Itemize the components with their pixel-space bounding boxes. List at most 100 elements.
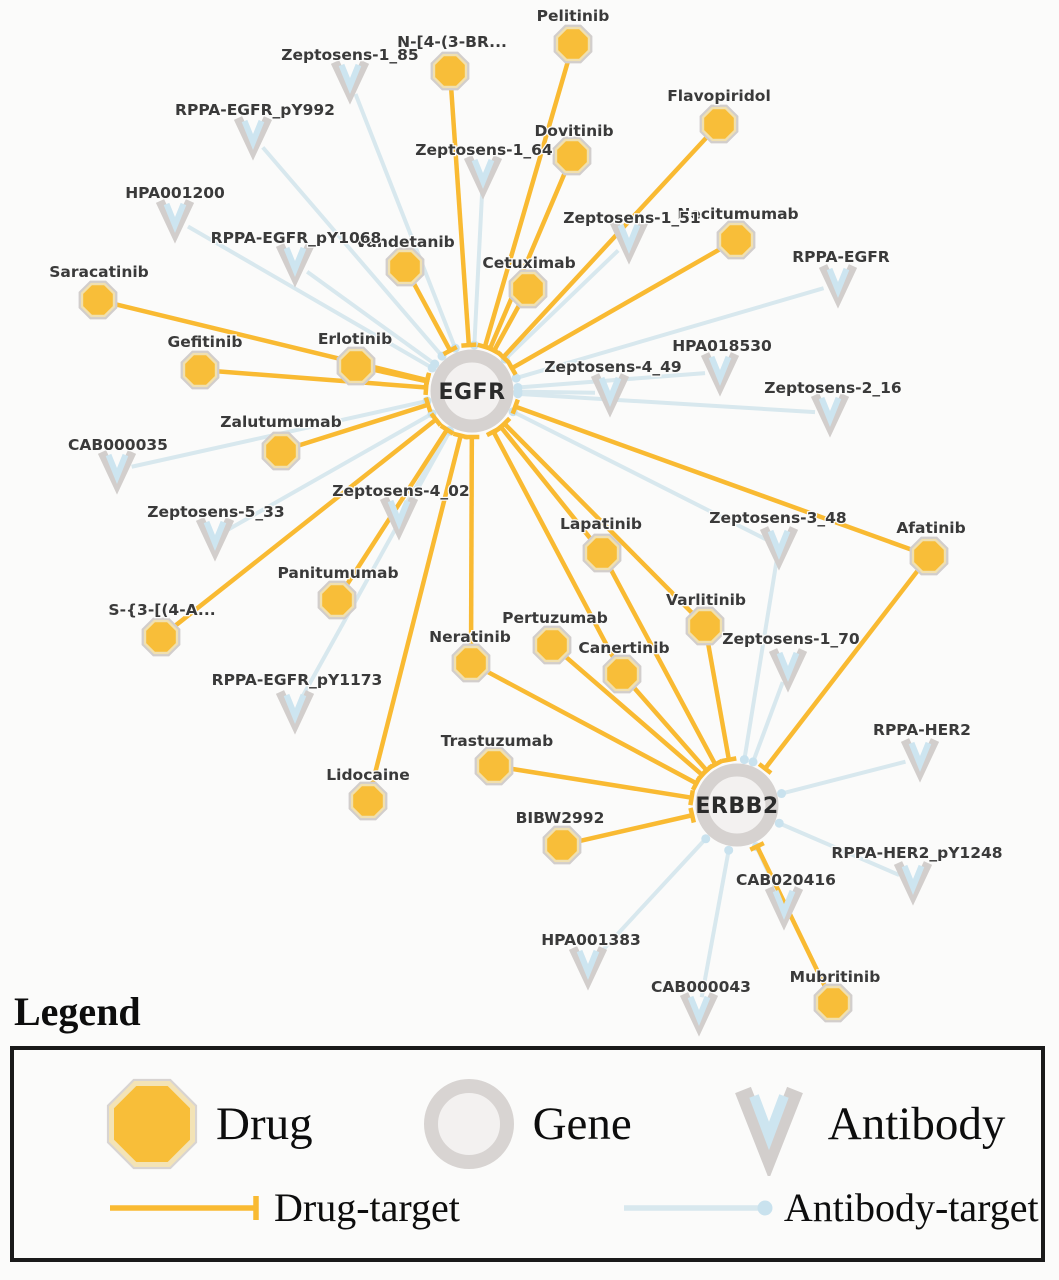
- drug-target-edge-pertuzumab-erbb2[interactable]: [561, 653, 704, 777]
- drug-target-edge-lidocaine-egfr[interactable]: [369, 435, 463, 788]
- drug-node-mubritinib[interactable]: [813, 983, 853, 1023]
- drug-target-edge-canertinib-erbb2[interactable]: [630, 683, 709, 772]
- drug-target-edge-mubritinib-erbb2[interactable]: [755, 845, 829, 991]
- gene-ring: [430, 349, 514, 433]
- drug-target-edge-n-4-3-br-egfr[interactable]: [448, 85, 472, 346]
- antibody-node-rppa-her2[interactable]: [900, 738, 940, 783]
- antibody-node-zeptosens-1-85[interactable]: [330, 60, 370, 105]
- antibody-target-edge-zeptosens-1-85-egfr[interactable]: [353, 93, 458, 349]
- antibody-node-rppa-egfr[interactable]: [818, 264, 858, 309]
- drug-target-edge-varlitinib-erbb2[interactable]: [705, 640, 732, 761]
- antibody-target-edge-hpa018530-egfr[interactable]: [517, 371, 706, 390]
- drug-node-cetuximab[interactable]: [508, 269, 548, 309]
- drug-node-gefitinib[interactable]: [180, 350, 220, 390]
- drug-target-edge-s-3-4-a-egfr[interactable]: [171, 417, 438, 630]
- antibody-node-cab000043[interactable]: [679, 992, 719, 1037]
- drug-target-edge-neratinib-egfr[interactable]: [468, 436, 475, 649]
- antibody-target-edge-zeptosens-4-49-egfr[interactable]: [517, 389, 596, 395]
- drug-node-necitumumab[interactable]: [716, 220, 756, 260]
- drug-node-saracatinib[interactable]: [78, 280, 118, 320]
- antibody-node-zeptosens-1-70[interactable]: [768, 648, 808, 693]
- antibody-node-zeptosens-5-33[interactable]: [195, 517, 235, 562]
- antibody-edge-dot: [513, 389, 523, 399]
- node-label-rppa-her2-py1248: RPPA-HER2_pY1248: [831, 844, 1002, 862]
- antibody-target-edge-zeptosens-1-70-erbb2[interactable]: [751, 681, 785, 763]
- antibody-node-zeptosens-1-64[interactable]: [463, 155, 503, 200]
- antibody-node-zeptosens-4-02[interactable]: [379, 496, 419, 541]
- antibody-target-edge-zeptosens-3-48-egfr[interactable]: [512, 409, 767, 542]
- antibody-node-zeptosens-1-51[interactable]: [609, 220, 649, 265]
- drug-node-flavopiridol[interactable]: [699, 104, 739, 144]
- antibody-node-zeptosens-4-49[interactable]: [590, 373, 630, 418]
- drug-edge-tee: [506, 360, 518, 376]
- antibody-node-hpa001200[interactable]: [155, 199, 195, 244]
- drug-target-edge-gefitinib-egfr[interactable]: [214, 368, 427, 390]
- antibody-target-edge-zeptosens-3-48-erbb2[interactable]: [742, 560, 779, 760]
- drug-edge-tee: [423, 373, 431, 390]
- drug-target-edge-lapatinib-egfr[interactable]: [499, 425, 595, 543]
- drug-node-zalutumumab[interactable]: [261, 431, 301, 471]
- drug-node-vandetanib[interactable]: [385, 247, 425, 287]
- antibody-target-edge-rppa-egfr-py992-egfr[interactable]: [261, 146, 444, 358]
- drug-node-n-4-3-br[interactable]: [430, 51, 470, 91]
- antibody-node-zeptosens-3-48[interactable]: [759, 526, 799, 571]
- drug-node-varlitinib[interactable]: [685, 606, 725, 646]
- drug-target-edge-bibw2992-erbb2[interactable]: [576, 813, 693, 844]
- antibody-node-zeptosens-2-16[interactable]: [810, 393, 850, 438]
- antibody-target-edge-hpa001200-egfr[interactable]: [186, 224, 434, 370]
- drug-target-edge-vandetanib-egfr[interactable]: [410, 279, 453, 352]
- gene-node-erbb2[interactable]: ERBB2: [695, 763, 779, 847]
- antibody-node-cab020416[interactable]: [764, 886, 804, 931]
- drug-target-edge-erlotinib-egfr[interactable]: [370, 366, 428, 384]
- drug-node-trastuzumab[interactable]: [474, 746, 514, 786]
- drug-target-edge-necitumumab-egfr[interactable]: [510, 245, 725, 371]
- drug-target-edge-trastuzumab-erbb2[interactable]: [508, 766, 692, 800]
- drug-node-lidocaine[interactable]: [348, 781, 388, 821]
- drug-target-edge-afatinib-egfr[interactable]: [514, 404, 916, 554]
- drug-edge-tee: [486, 345, 502, 357]
- drug-target-edge-neratinib-erbb2[interactable]: [483, 668, 698, 786]
- drug-node-panitumumab[interactable]: [317, 580, 357, 620]
- antibody-node-rppa-her2-py1248[interactable]: [893, 861, 933, 906]
- drug-target-edge-canertinib-egfr[interactable]: [491, 430, 617, 662]
- node-label-pertuzumab: Pertuzumab: [502, 609, 608, 627]
- antibody-target-edge-zeptosens-1-51-egfr[interactable]: [503, 248, 620, 361]
- antibody-node-rppa-egfr-py1068[interactable]: [275, 243, 315, 288]
- antibody-node-hpa018530[interactable]: [700, 352, 740, 397]
- drug-node-erlotinib[interactable]: [336, 346, 376, 386]
- drug-target-edge-afatinib-erbb2[interactable]: [763, 566, 922, 770]
- drug-node-lapatinib[interactable]: [582, 533, 622, 573]
- antibody-target-edge-rppa-egfr-py1173-egfr[interactable]: [300, 430, 452, 698]
- antibody-target-edge-zeptosens-2-16-egfr[interactable]: [517, 391, 816, 415]
- drug-target-edge-zalutumumab-egfr[interactable]: [294, 402, 429, 449]
- antibody-target-edge-zeptosens-5-33-egfr[interactable]: [227, 411, 433, 532]
- antibody-node-cab000035[interactable]: [97, 450, 137, 495]
- antibody-target-edge-rppa-egfr-py1068-egfr[interactable]: [305, 270, 436, 366]
- antibody-node-hpa001383[interactable]: [568, 946, 608, 991]
- antibody-target-edge-rppa-egfr-egfr[interactable]: [515, 286, 825, 381]
- antibody-target-edge-rppa-her2-py1248-erbb2[interactable]: [778, 821, 901, 877]
- antibody-target-edge-rppa-her2-erbb2[interactable]: [781, 759, 906, 796]
- antibody-target-edge-zeptosens-1-64-egfr[interactable]: [472, 189, 485, 346]
- gene-node-egfr[interactable]: EGFR: [430, 349, 514, 433]
- drug-node-pelitinib[interactable]: [553, 24, 593, 64]
- drug-node-bibw2992[interactable]: [542, 825, 582, 865]
- drug-target-edge-pelitinib-egfr[interactable]: [482, 57, 571, 348]
- drug-target-edge-flavopiridol-egfr[interactable]: [501, 133, 711, 359]
- antibody-target-edge-cab000043-erbb2[interactable]: [699, 849, 731, 998]
- antibody-target-edge-hpa001383-erbb2[interactable]: [596, 837, 708, 957]
- drug-target-edge-cetuximab-egfr[interactable]: [492, 301, 523, 352]
- drug-target-edge-dovitinib-egfr[interactable]: [487, 168, 569, 350]
- antibody-node-rppa-egfr-py1173[interactable]: [275, 690, 315, 735]
- antibody-node-rppa-egfr-py992[interactable]: [233, 116, 273, 161]
- drug-target-edge-varlitinib-egfr[interactable]: [502, 422, 697, 617]
- drug-node-s-3-4-a[interactable]: [141, 617, 181, 657]
- drug-target-edge-lapatinib-erbb2[interactable]: [607, 565, 718, 766]
- drug-node-pertuzumab[interactable]: [532, 625, 572, 665]
- antibody-chevron-fill: [826, 267, 850, 298]
- drug-node-canertinib[interactable]: [602, 654, 642, 694]
- drug-node-afatinib[interactable]: [909, 536, 949, 576]
- drug-node-neratinib[interactable]: [451, 643, 491, 683]
- drug-node-dovitinib[interactable]: [552, 136, 592, 176]
